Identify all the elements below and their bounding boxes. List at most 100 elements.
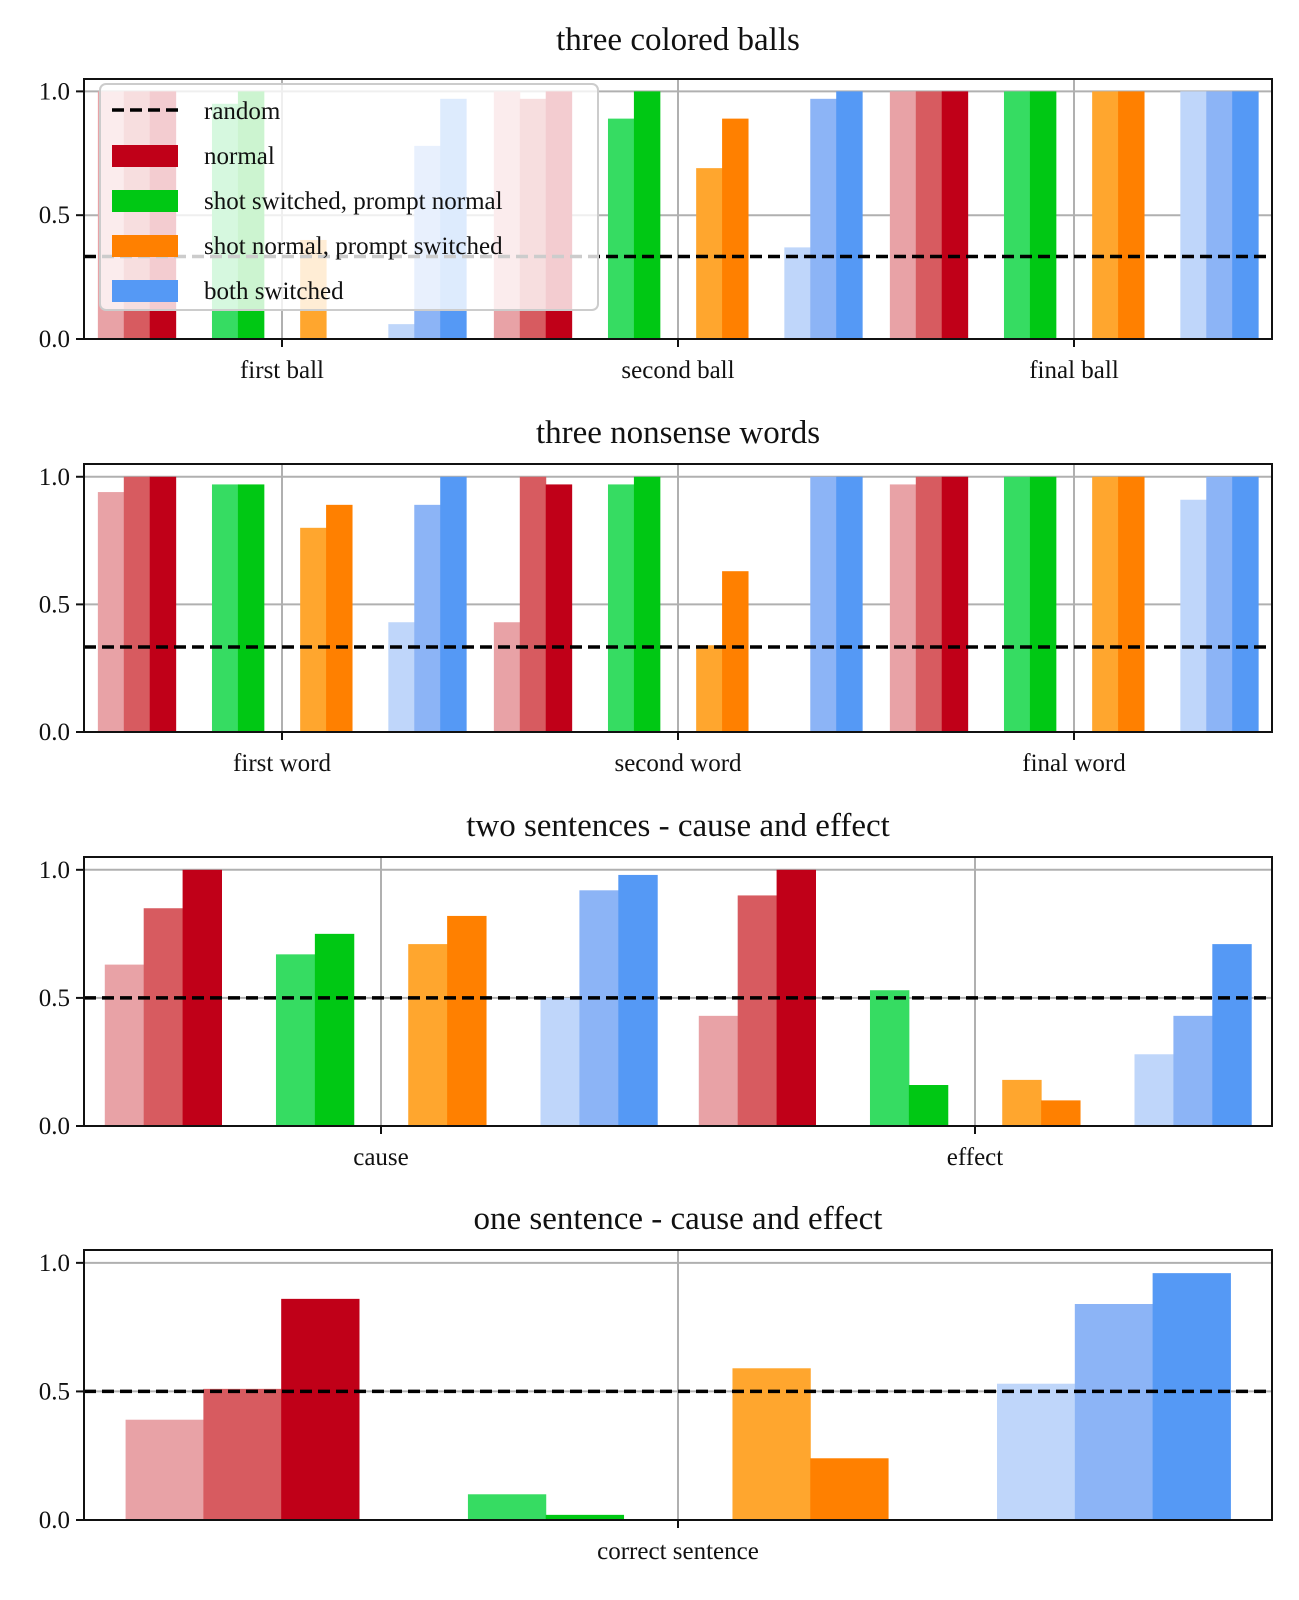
bar-shot-switched-prompt-normal-1 [607,484,635,732]
bar-shot-switched-prompt-normal-1 [211,484,239,732]
bar-normal-1 [104,964,145,1126]
x-tick-label: first word [233,750,331,777]
bar-normal-3 [941,91,969,339]
y-tick-label: 0.0 [39,1113,70,1140]
bar-both-switched-3 [1212,944,1252,1126]
bar-shot-switched-prompt-normal-1 [1003,91,1031,339]
chart-title: two sentences - cause and effect [466,808,890,844]
bar-shot-switched-prompt-normal-2 [633,91,661,339]
bar-both-switched-1 [388,324,415,339]
bar-both-switched-3 [618,874,658,1126]
bar-normal-3 [149,476,177,732]
bar-both-switched-1 [997,1383,1076,1520]
bar-shot-normal-prompt-switched-1 [696,645,723,732]
chart-panel-1: three colored balls first ball second ball… [39,22,1273,384]
bar-shot-normal-prompt-switched-1 [1092,476,1119,732]
x-tick-label: final word [1022,750,1126,777]
bar-normal-3 [545,484,573,732]
bar-shot-switched-prompt-normal-2 [545,1514,625,1520]
bar-normal-1 [493,622,521,732]
bar-shot-normal-prompt-switched-1 [1092,91,1119,339]
legend-swatch [112,190,178,212]
legend-swatch [112,280,178,302]
bar-normal-2 [203,1388,282,1520]
bar-both-switched-3 [836,91,863,339]
bar-shot-normal-prompt-switched-2 [447,915,487,1126]
bar-normal-2 [915,91,943,339]
x-tick-label: second word [614,750,742,777]
bar-shot-normal-prompt-switched-1 [696,168,723,339]
bar-both-switched-2 [414,504,441,732]
chart-panel-4: one sentence - cause and effect correct s… [39,1201,1273,1565]
legend-label: random [204,98,281,125]
bar-both-switched-1 [1134,1054,1174,1126]
bar-normal-2 [915,476,943,732]
bar-normal-1 [889,484,917,732]
bar-both-switched-3 [440,476,467,732]
legend-box [99,83,599,311]
bar-shot-switched-prompt-normal-2 [908,1085,949,1126]
bar-shot-switched-prompt-normal-2 [237,484,265,732]
bar-both-switched-2 [810,476,837,732]
chart-title: three colored balls [556,22,800,58]
bar-normal-3 [281,1298,360,1520]
bar-shot-normal-prompt-switched-2 [810,1458,889,1520]
bar-both-switched-1 [1180,91,1207,339]
y-tick-label: 0.0 [39,1507,70,1534]
bar-normal-1 [698,1015,739,1126]
bar-shot-switched-prompt-normal-1 [1003,476,1031,732]
axes-frame [83,463,1273,733]
axes-frame [83,78,1273,340]
y-tick-label: 0.5 [39,985,70,1012]
bar-normal-2 [123,476,151,732]
legend-label: shot switched, prompt normal [204,188,503,215]
x-tick-label: cause [353,1144,409,1171]
legend-swatch [112,235,178,257]
bar-shot-switched-prompt-normal-2 [314,933,355,1126]
bar-both-switched-1 [1180,499,1207,732]
bar-both-switched-3 [836,476,863,732]
bar-normal-3 [941,476,969,732]
bar-normal-1 [97,492,125,732]
y-tick-label: 0.0 [39,719,70,746]
legend-label: normal [204,143,275,170]
y-tick-label: 0.5 [39,591,70,618]
y-tick-label: 1.0 [39,464,70,491]
legend-swatch [112,145,178,167]
chart-panel-2: three nonsense words first word second wor… [39,415,1273,777]
chart-panel-3: two sentences - cause and effect cause eff… [39,808,1273,1171]
bar-shot-switched-prompt-normal-2 [1029,476,1057,732]
bar-shot-switched-prompt-normal-2 [1029,91,1057,339]
bar-shot-switched-prompt-normal-1 [869,990,910,1126]
bar-both-switched-2 [1206,91,1233,339]
bar-shot-normal-prompt-switched-2 [1041,1100,1081,1126]
bar-shot-normal-prompt-switched-1 [1002,1079,1042,1126]
bar-both-switched-1 [388,622,415,732]
legend-label: both switched [204,278,344,305]
bar-normal-1 [889,91,917,339]
bar-both-switched-1 [540,997,580,1126]
bar-both-switched-3 [1232,476,1259,732]
bar-both-switched-2 [810,98,837,339]
y-tick-label: 1.0 [39,857,70,884]
x-tick-label: second ball [621,357,734,384]
y-tick-label: 0.5 [39,202,70,229]
bar-both-switched-3 [1152,1273,1231,1520]
y-tick-label: 1.0 [39,78,70,105]
bar-shot-normal-prompt-switched-1 [408,944,448,1126]
x-tick-label: final ball [1029,357,1119,384]
bar-shot-normal-prompt-switched-2 [326,504,353,732]
bar-normal-2 [737,895,778,1126]
bar-both-switched-2 [1173,1015,1213,1126]
axes-frame [83,856,1273,1127]
bar-normal-2 [519,476,547,732]
bar-normal-1 [125,1419,204,1520]
bar-shot-normal-prompt-switched-2 [1118,476,1145,732]
bar-both-switched-2 [1206,476,1233,732]
legend-label: shot normal, prompt switched [204,233,503,260]
bar-both-switched-2 [579,890,619,1126]
bar-shot-switched-prompt-normal-1 [467,1494,547,1520]
legend: random normal shot switched, prompt normal… [99,83,599,311]
x-tick-label: effect [947,1144,1003,1171]
